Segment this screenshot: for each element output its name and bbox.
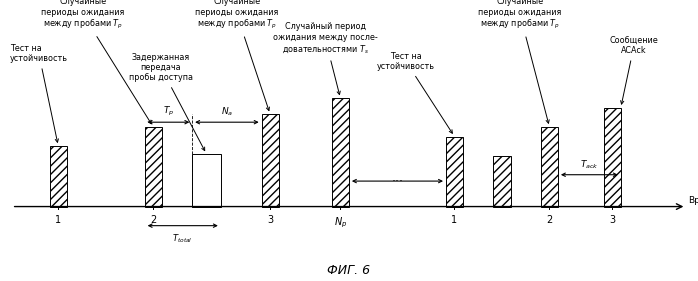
Bar (144, 127, 162, 207)
Bar (262, 114, 279, 207)
Text: Сообщение
ACAck: Сообщение ACAck (609, 36, 658, 104)
Text: Тест на
устойчивость: Тест на устойчивость (10, 44, 68, 142)
Text: 1: 1 (55, 215, 61, 225)
Bar (50, 146, 67, 207)
Text: 1: 1 (452, 215, 457, 225)
Text: Задержанная
передача
пробы доступа: Задержанная передача пробы доступа (129, 53, 205, 151)
Bar (332, 98, 349, 207)
Bar (604, 108, 621, 207)
Bar (493, 156, 510, 207)
Text: Время: Время (688, 196, 698, 205)
Bar (446, 137, 463, 207)
Text: Случайные
периоды ожидания
между пробами $T_p$: Случайные периоды ожидания между пробами… (195, 0, 279, 110)
Text: ···: ··· (392, 175, 403, 188)
Text: 2: 2 (547, 215, 553, 225)
Text: Случайные
периоды ожидания
между пробами $T_p$: Случайные периоды ожидания между пробами… (478, 0, 562, 123)
Text: 2: 2 (150, 215, 156, 225)
Text: $N_a$: $N_a$ (221, 106, 234, 118)
Text: Тест на
устойчивость: Тест на устойчивость (377, 52, 452, 133)
Text: $T_p$: $T_p$ (163, 105, 174, 118)
Bar (541, 127, 558, 207)
Text: ФИГ. 6: ФИГ. 6 (327, 264, 371, 277)
Text: $T_{total}$: $T_{total}$ (172, 232, 193, 244)
Text: 3: 3 (609, 215, 615, 225)
Text: Случайный период
ожидания между после-
довательностями $T_s$: Случайный период ожидания между после- д… (273, 22, 378, 95)
Text: $N_p$: $N_p$ (334, 215, 347, 230)
Text: 3: 3 (267, 215, 273, 225)
Text: Случайные
периоды ожидания
между пробами $T_p$: Случайные периоды ожидания между пробами… (41, 0, 151, 124)
Text: $T_{ack}$: $T_{ack}$ (580, 158, 599, 171)
Bar (192, 154, 221, 207)
